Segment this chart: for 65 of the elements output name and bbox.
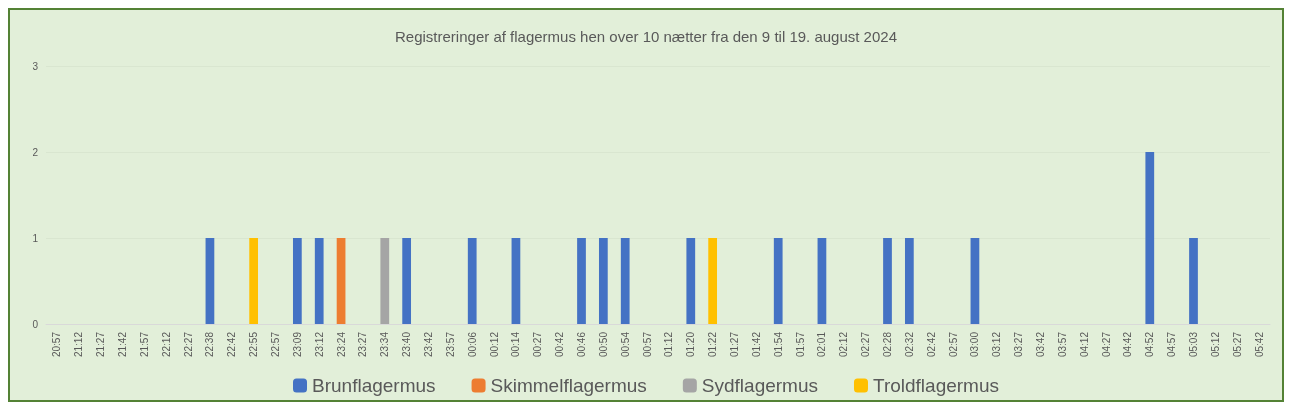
x-tick-label: 23:24 [335,331,347,358]
x-tick-label: 01:57 [794,331,806,358]
y-tick-label: 1 [32,232,39,244]
x-tick-label: 03:42 [1035,331,1046,358]
legend-label: Brunflagermus [312,375,436,396]
x-tick-label: 23:12 [313,331,325,358]
x-tick-label: 00:42 [554,331,566,358]
y-tick-label: 3 [32,60,39,72]
x-tick-label: 23:42 [423,331,434,358]
x-tick-label: 04:57 [1166,331,1178,358]
x-tick-label: 22:57 [270,331,281,358]
x-tick-label: 00:54 [619,331,631,358]
x-tick-label: 23:34 [379,331,391,358]
x-tick-label: 23:40 [401,331,413,358]
x-tick-label: 00:06 [466,331,478,358]
x-tick-label: 00:57 [641,331,653,358]
x-tick-label: 23:27 [357,331,369,358]
x-tick-label: 00:46 [576,331,587,358]
x-tick-label: 02:12 [838,331,850,358]
x-tick-label: 02:01 [816,331,828,358]
x-tick-label: 04:42 [1122,331,1134,358]
legend-label: Skimmelflagermus [490,375,647,396]
x-tick-label: 00:50 [597,331,609,358]
x-tick-label: 02:27 [860,331,872,358]
x-tick-label: 05:42 [1253,331,1265,358]
x-tick-label: 05:27 [1231,331,1243,358]
x-tick-label: 02:28 [882,331,893,358]
x-tick-label: 04:12 [1078,331,1090,358]
x-tick-label: 03:57 [1056,331,1068,358]
x-tick-label: 02:42 [925,331,937,358]
x-tick-label: 22:12 [160,331,172,358]
x-tick-label: 22:38 [204,331,216,358]
y-tick-label: 2 [32,146,39,158]
x-tick-label: 20:57 [51,331,63,358]
x-tick-label: 05:12 [1209,331,1221,358]
x-tick-label: 04:52 [1144,331,1156,358]
x-tick-label: 03:12 [991,331,1003,358]
x-tick-label: 03:27 [1013,331,1025,358]
legend-label: Troldflagermus [872,375,999,396]
x-tick-label: 01:42 [750,331,762,358]
x-tick-label: 00:12 [488,331,500,358]
x-tick-label: 02:57 [947,331,959,358]
x-tick-label: 21:27 [95,331,107,358]
x-tick-label: 05:03 [1188,331,1199,358]
x-tick-label: 21:42 [117,331,128,358]
x-tick-label: 02:32 [903,331,915,358]
x-tick-label: 01:20 [685,331,697,358]
x-tick-label: 00:14 [510,331,522,358]
chart-title: Registreringer af flagermus hen over 10 nætter fra den 9 til 19. august 2024 [395,28,897,45]
x-tick-label: 23:09 [291,331,303,358]
x-tick-label: 01:12 [663,331,675,358]
legend-label: Sydflagermus [701,375,818,396]
x-tick-label: 01:27 [729,331,740,358]
x-tick-label: 22:27 [182,331,194,358]
x-tick-label: 03:00 [969,331,981,358]
x-tick-label: 01:54 [772,331,784,358]
x-tick-label: 23:57 [444,331,456,358]
y-tick-label: 0 [32,318,39,330]
x-tick-label: 00:27 [532,331,544,358]
x-tick-label: 22:42 [226,331,238,358]
x-tick-label: 22:55 [248,331,260,358]
x-tick-label: 01:22 [707,331,719,358]
x-tick-label: 04:27 [1100,331,1112,358]
x-tick-label: 21:12 [73,331,85,358]
x-tick-label: 21:57 [138,331,150,358]
